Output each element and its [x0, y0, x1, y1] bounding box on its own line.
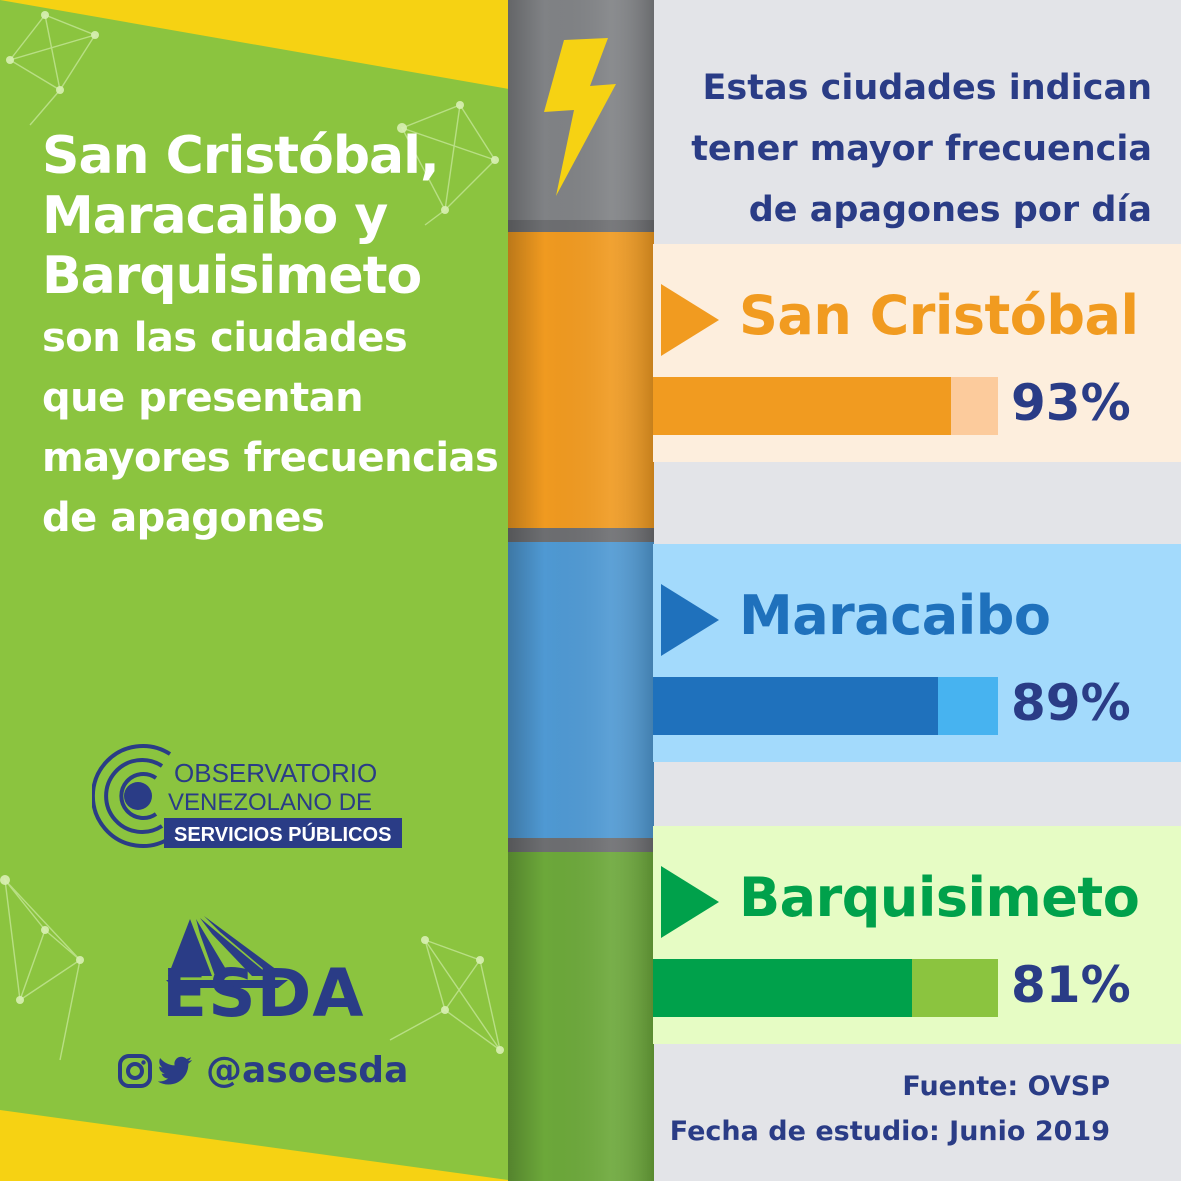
headline-main: San Cristóbal, Maracaibo y Barquisimeto [42, 126, 440, 306]
esda-wordmark: ESDA [162, 955, 365, 1032]
headline: San Cristóbal, Maracaibo y Barquisimeto … [42, 126, 502, 548]
bar-category-label: Maracaibo [739, 584, 1051, 647]
lightning-icon [544, 38, 616, 196]
ovsp-line3: SERVICIOS PÚBLICOS [174, 822, 391, 846]
bar-value-label: 89% [1011, 674, 1131, 732]
bar-value-label: 81% [1011, 956, 1131, 1014]
bar-track [653, 377, 998, 435]
play-triangle-icon [661, 866, 719, 938]
bar-fill [653, 377, 951, 435]
twitter-icon [158, 1056, 192, 1084]
ovsp-line2: VENEZOLANO DE [168, 789, 372, 816]
bar-fill [653, 677, 938, 735]
source-text: Fuente: OVSP [902, 1071, 1110, 1102]
bar-band-maracaibo: Maracaibo 89% [653, 544, 1181, 762]
study-date-text: Fecha de estudio: Junio 2019 [669, 1116, 1110, 1147]
bar-track [653, 677, 998, 735]
bar-category-label: Barquisimeto [739, 866, 1140, 929]
bar-fill [653, 959, 912, 1017]
esda-sail-logo [166, 916, 288, 988]
bar-band-san-crist-bal: San Cristóbal 93% [653, 244, 1181, 462]
social-handle-row: @asoesda [118, 1050, 408, 1091]
bar-track [653, 959, 998, 1017]
power-cable-illustration [508, 0, 654, 1181]
chart-title: Estas ciudades indican tener mayor frecu… [691, 68, 1152, 230]
instagram-icon [118, 1053, 152, 1088]
network-decoration [0, 11, 504, 1061]
social-handle: @asoesda [206, 1050, 409, 1091]
play-triangle-icon [661, 584, 719, 656]
play-triangle-icon [661, 284, 719, 356]
ovsp-logo: OBSERVATORIO VENEZOLANO DE SERVICIOS PÚB… [92, 744, 402, 848]
headline-sub: son las ciudades que presentan mayores f… [42, 315, 499, 541]
bar-category-label: San Cristóbal [739, 284, 1139, 347]
bar-band-barquisimeto: Barquisimeto 81% [653, 826, 1181, 1044]
source-footer: Fuente: OVSP Fecha de estudio: Junio 201… [660, 1064, 1110, 1154]
ovsp-line1: OBSERVATORIO [174, 758, 377, 788]
bar-value-label: 93% [1011, 374, 1131, 432]
